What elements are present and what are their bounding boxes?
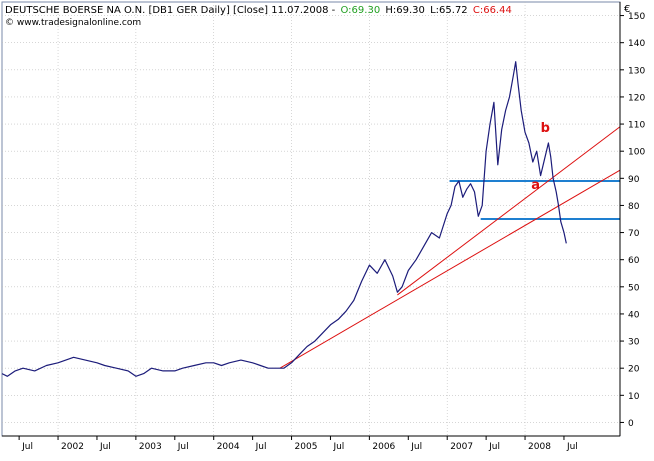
x-tick-label: Jul <box>566 442 578 452</box>
x-tick-label: 2003 <box>139 442 162 452</box>
x-tick-label: 2005 <box>295 442 318 452</box>
x-tick-label: 2004 <box>217 442 240 452</box>
y-tick-label: 120 <box>628 93 645 103</box>
x-tick-label: Jul <box>332 442 344 452</box>
y-tick-label: 110 <box>628 121 645 131</box>
trendline <box>397 126 621 296</box>
y-tick-label: 100 <box>628 148 645 158</box>
y-tick-label: 20 <box>628 365 640 375</box>
annotation-label: a <box>531 178 540 193</box>
chart-header: DEUTSCHE BOERSE NA O.N. [DB1 GER Daily] … <box>5 5 512 16</box>
header-close: C:66.44 <box>473 5 512 16</box>
copyright-text: © www.tradesignalonline.com <box>5 18 141 28</box>
grid-layer <box>2 2 620 436</box>
y-tick-label: 60 <box>628 256 640 266</box>
annotations: ba <box>531 121 550 193</box>
header-open: O:69.30 <box>340 5 380 16</box>
x-tick-label: Jul <box>410 442 422 452</box>
y-tick-label: 30 <box>628 338 640 348</box>
x-tick-label: Jul <box>488 442 500 452</box>
x-tick-label: 2002 <box>61 442 84 452</box>
y-tick-label: 130 <box>628 66 645 76</box>
y-tick-label: 90 <box>628 175 640 185</box>
y-tick-label: 0 <box>628 419 634 429</box>
y-tick-label: 10 <box>628 392 640 402</box>
trendlines <box>279 126 621 369</box>
x-tick-label: 2006 <box>372 442 395 452</box>
annotation-label: b <box>541 121 550 136</box>
axes: 0 10 20 30 40 50 60 70 80 90 100 110 120 130 140 150 Jul… <box>2 2 645 452</box>
y-tick-label: 70 <box>628 229 640 239</box>
header-instrument: DEUTSCHE BOERSE NA O.N. [DB1 GER Daily] … <box>5 5 336 16</box>
y-tick-label: 50 <box>628 283 640 293</box>
header-high: H:69.30 <box>385 5 425 16</box>
x-tick-label: Jul <box>177 442 189 452</box>
header-low: L:65.72 <box>430 5 468 16</box>
y-tick-label: 140 <box>628 39 645 49</box>
trendline <box>279 169 621 369</box>
currency-label: € <box>624 4 630 15</box>
x-tick-label: Jul <box>99 442 111 452</box>
horizontal-levels <box>449 180 620 220</box>
price-line <box>1 61 567 377</box>
x-tick-label: Jul <box>21 442 33 452</box>
x-tick-label: 2007 <box>450 442 473 452</box>
y-tick-label: 150 <box>628 12 645 22</box>
y-tick-label: 40 <box>628 310 640 320</box>
x-tick-label: Jul <box>255 442 267 452</box>
x-tick-label: 2008 <box>528 442 551 452</box>
price-series <box>1 61 567 377</box>
y-tick-label: 80 <box>628 202 640 212</box>
